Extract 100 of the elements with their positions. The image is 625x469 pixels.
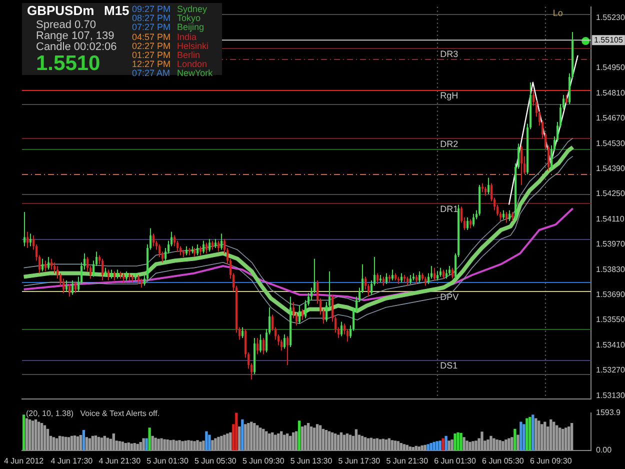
- bar: [169, 440, 172, 450]
- bar: [139, 442, 142, 450]
- bar: [510, 437, 514, 450]
- bar: [202, 440, 205, 450]
- bar: [283, 434, 286, 450]
- annotation: (20, 10, 1.38) Voice & Text Alerts off.: [26, 409, 160, 418]
- candlestick: [24, 212, 26, 247]
- bar: [480, 432, 484, 450]
- annotation: 09:27 PM: [132, 4, 171, 14]
- bar: [454, 434, 456, 450]
- bar: [442, 438, 444, 450]
- bar: [292, 432, 295, 450]
- annotation: 12:27 PM: [132, 59, 171, 70]
- candlestick: [108, 269, 110, 281]
- x-tick-label: 4 Jun 17:30: [50, 456, 94, 466]
- bar: [336, 434, 340, 450]
- y-tick-label: 1.54110: [596, 214, 625, 224]
- bar: [354, 429, 358, 450]
- bar: [396, 441, 400, 450]
- candlestick: [30, 233, 32, 247]
- bar: [157, 438, 160, 450]
- bar: [253, 422, 256, 450]
- annotation: London: [177, 59, 208, 70]
- ref-line-label: DR2: [440, 139, 458, 150]
- x-tick-label: 5 Jun 21:30: [386, 456, 429, 466]
- bar: [498, 440, 502, 450]
- bar: [205, 431, 208, 450]
- x-tick-label: 6 Jun 09:30: [530, 456, 572, 466]
- chart-title: GBPUSDm: [27, 3, 94, 18]
- candlestick: [340, 321, 342, 337]
- candlestick: [466, 216, 468, 230]
- bar: [348, 434, 352, 450]
- candlestick: [152, 233, 154, 247]
- bar: [534, 418, 538, 450]
- bar: [229, 432, 232, 450]
- y-tick-label: 1.55230: [596, 12, 625, 22]
- bar: [466, 440, 468, 450]
- bar: [436, 441, 438, 450]
- bar: [486, 439, 490, 450]
- bar: [468, 442, 472, 450]
- bar: [310, 426, 313, 450]
- annotation: India: [177, 32, 197, 42]
- candlestick: [286, 336, 288, 366]
- annotation: Berlin: [177, 50, 200, 60]
- bar: [172, 440, 175, 450]
- candlestick: [66, 280, 68, 292]
- candlestick: [68, 284, 70, 298]
- y-tick-label: 1.54810: [596, 88, 625, 98]
- ref-line-label: DPV: [440, 292, 459, 302]
- bar: [199, 442, 202, 450]
- annotation: 07:27 PM: [132, 22, 171, 32]
- bar: [259, 428, 262, 450]
- candlestick: [376, 272, 378, 284]
- annotation: 08:27 PM: [132, 13, 171, 24]
- y-tick-label: 1.53830: [596, 264, 625, 274]
- bar: [151, 436, 154, 450]
- bar: [211, 440, 214, 450]
- bar: [85, 437, 88, 450]
- x-tick-label: 5 Jun 01:30: [146, 456, 189, 466]
- bar: [502, 441, 504, 450]
- bar: [73, 435, 76, 450]
- ref-line-label: DS1: [440, 360, 458, 371]
- candlestick: [506, 212, 508, 224]
- candlestick: [508, 210, 510, 222]
- bar: [544, 422, 546, 450]
- bar: [334, 434, 337, 450]
- bar: [520, 422, 522, 450]
- annotation: 02:27 PM: [132, 40, 171, 51]
- bar: [37, 422, 40, 450]
- bar: [300, 426, 304, 450]
- bar: [70, 436, 74, 450]
- ref-line-label: Lo: [552, 8, 563, 18]
- bar: [148, 428, 151, 450]
- bar: [79, 434, 82, 450]
- bar: [193, 441, 196, 450]
- x-tick-label: 5 Jun 09:30: [242, 456, 285, 466]
- candlestick: [302, 308, 304, 320]
- x-tick-label: 5 Jun 17:30: [338, 456, 381, 466]
- y-tick-label: 1593.9: [596, 408, 622, 418]
- bar: [91, 436, 94, 450]
- candlestick: [434, 267, 436, 281]
- bar: [360, 436, 364, 450]
- candlestick: [520, 144, 522, 186]
- bar: [154, 438, 157, 450]
- bar: [121, 442, 124, 450]
- annotation: Candle 00:02:06: [36, 41, 117, 53]
- bar: [330, 432, 334, 450]
- annotation: Spread 0.70: [36, 19, 96, 31]
- bar: [67, 437, 70, 450]
- candlestick: [208, 238, 210, 252]
- bar: [250, 422, 253, 450]
- y-tick-label: 1.53130: [596, 390, 625, 400]
- annotation: Helsinki: [177, 40, 209, 51]
- bar: [28, 419, 32, 450]
- bar: [552, 422, 556, 450]
- bar: [558, 428, 562, 450]
- x-tick-label: 5 Jun 05:30: [194, 456, 237, 466]
- bar: [528, 417, 532, 450]
- candlestick: [44, 260, 46, 272]
- annotation: Tokyo: [177, 13, 201, 24]
